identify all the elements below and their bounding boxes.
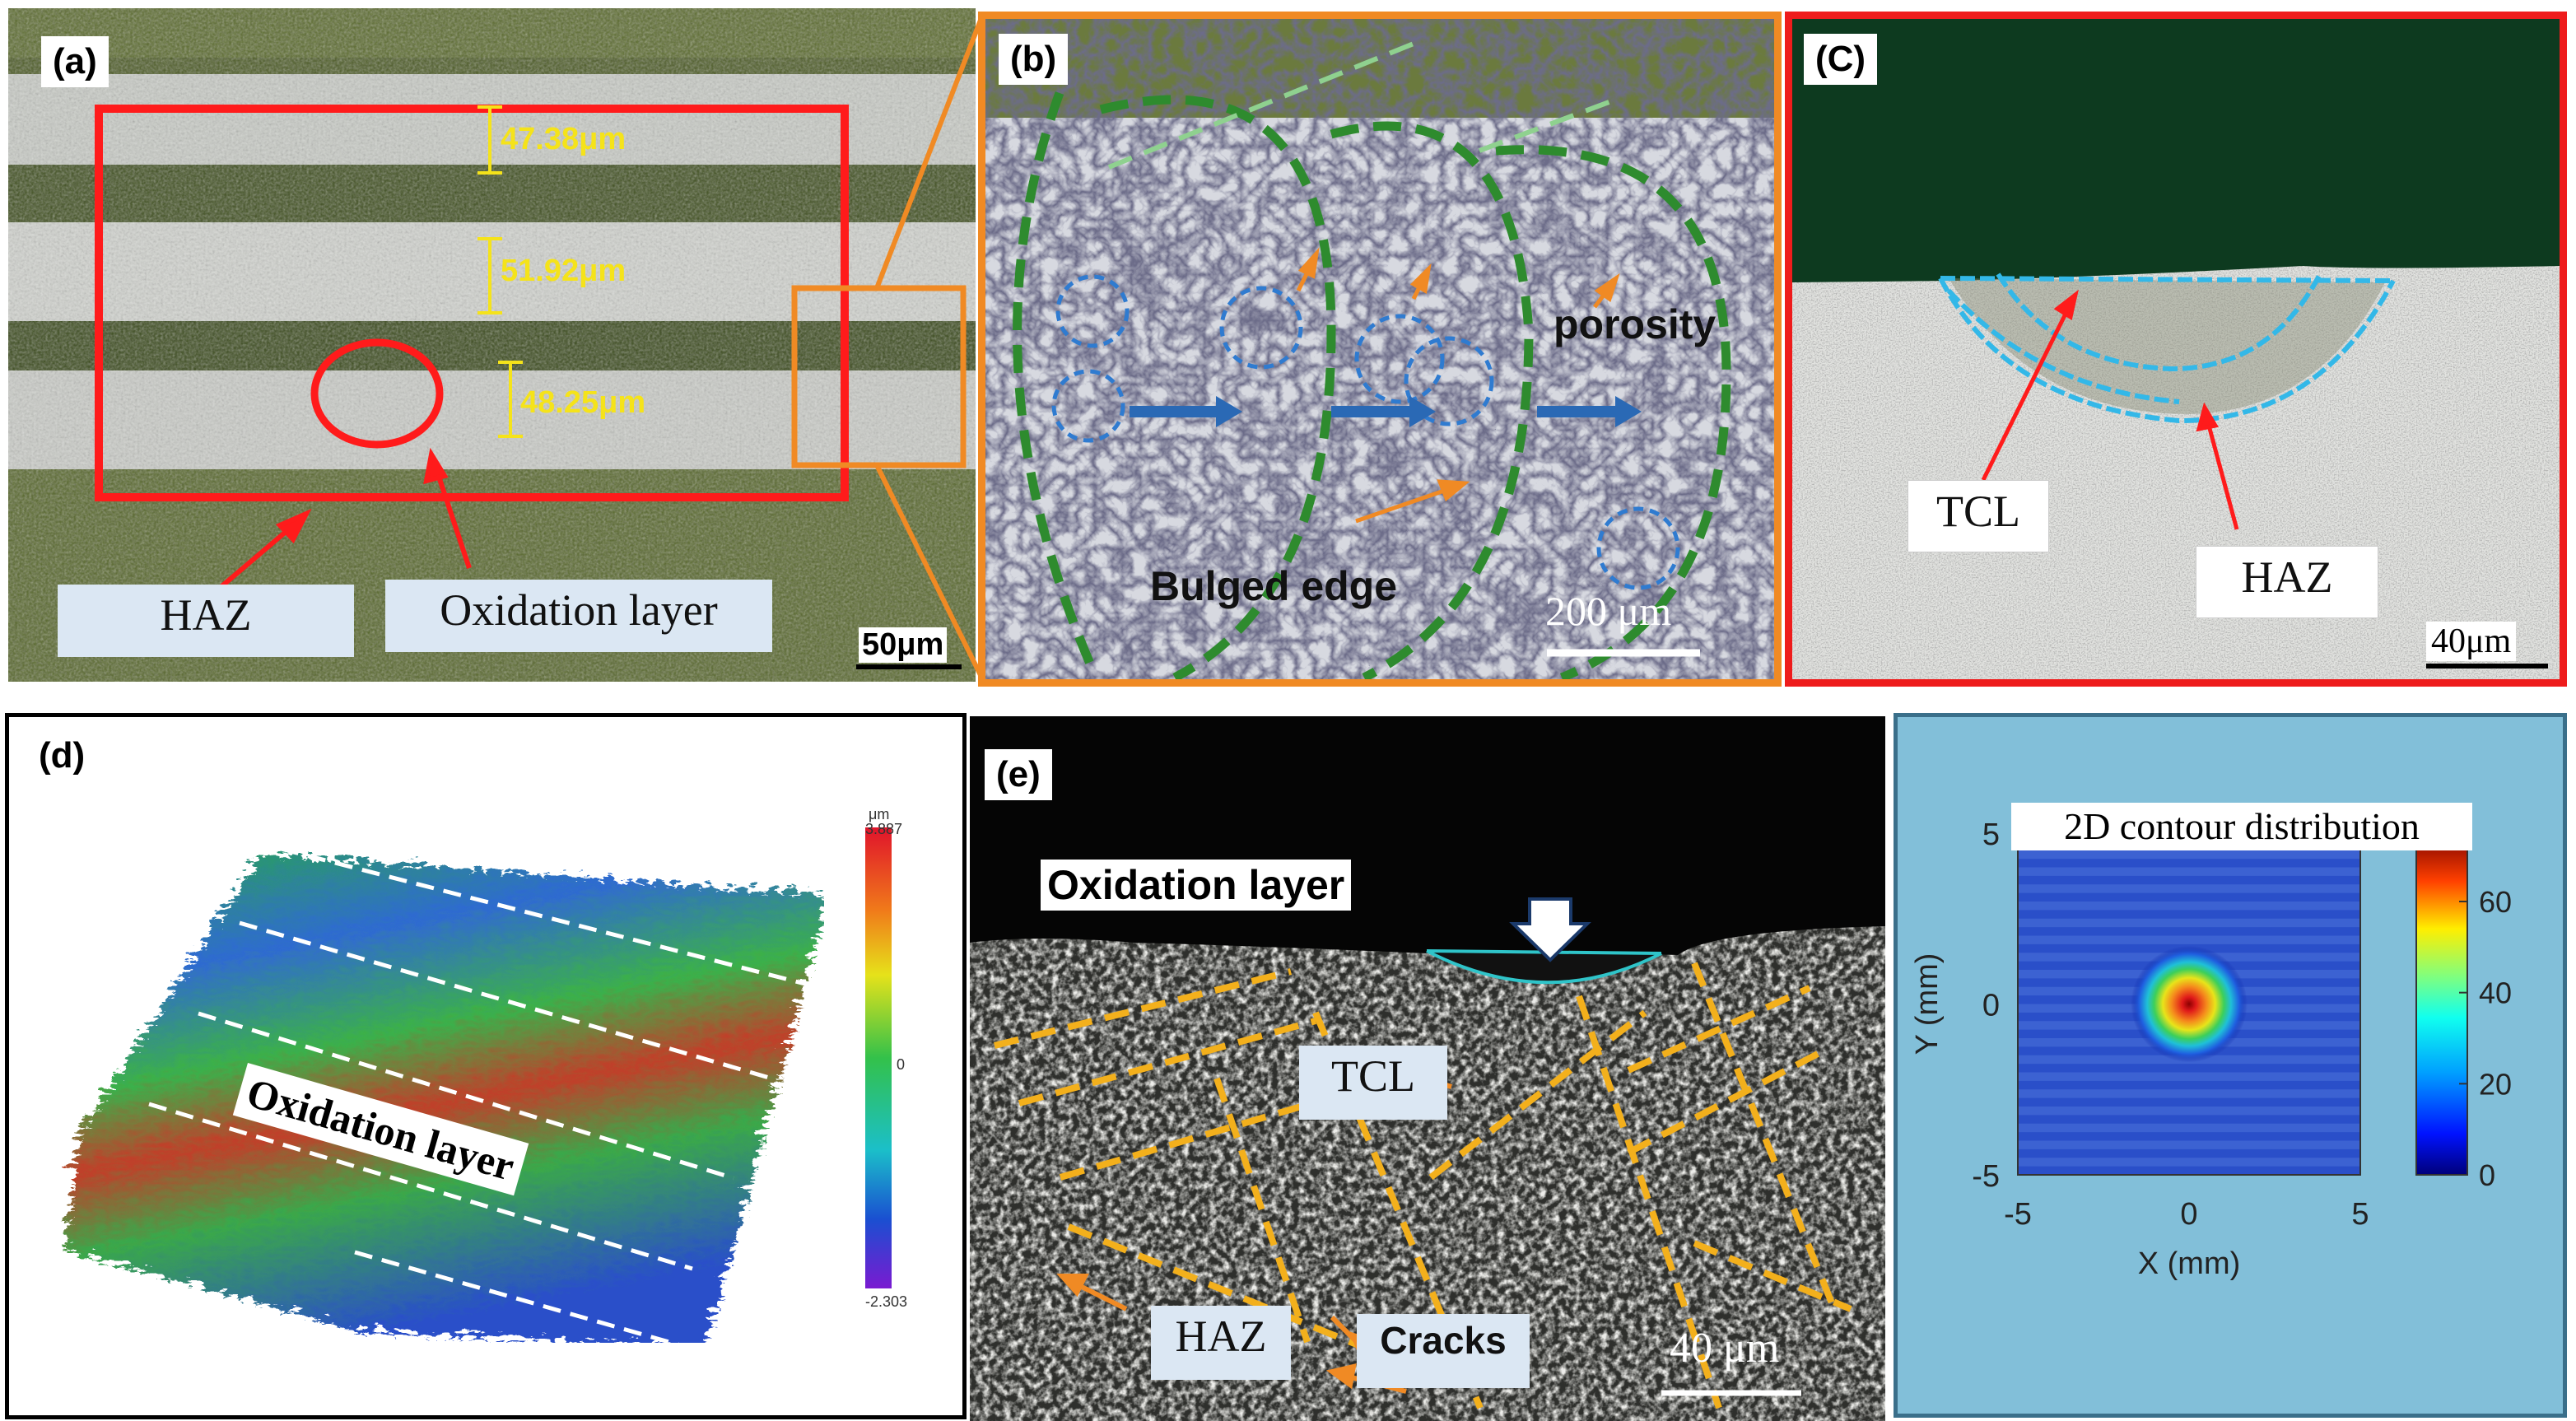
plot-band [2018, 1123, 2360, 1133]
x-tick-label: -5 [2004, 1197, 2032, 1232]
haz-label-a: HAZ [58, 585, 354, 657]
colorbar-d-min: -2.303 [865, 1293, 908, 1310]
cracks-label: Cracks [1357, 1314, 1530, 1388]
contour-chart-panel: 0 20 40 60 -5 0 5 5 0 -5 X (mm) Y (mm) 2D contour … [1894, 713, 2567, 1418]
oxidation-label-a: Oxidation layer [385, 580, 772, 652]
panel-c-tag: (C) [1804, 34, 1878, 85]
panel-e-tag: (e) [985, 749, 1052, 800]
colorbar-tick-label: 20 [2479, 1067, 2512, 1101]
panel-e: (e) Oxidation layer TCL HAZ Cracks 40 μm [970, 716, 1885, 1421]
panel-d-surface-plot [58, 827, 892, 1353]
panel-a: (a) 47.38μm 51.92μm 48.25μm HAZ Oxidatio… [8, 8, 976, 682]
porosity-label: porosity [1554, 301, 1717, 347]
panel-c-micrograph [1792, 19, 2560, 679]
plot-band [2018, 884, 2360, 893]
haz-region-box [95, 105, 849, 501]
contour-peak [2131, 945, 2248, 1063]
panel-c: (C) TCL HAZ 40μm [1785, 12, 2567, 687]
scale-bar-b-label: 200 μm [1545, 588, 1672, 634]
panel-d-tag: (d) [27, 730, 97, 781]
plot-band [2018, 1140, 2360, 1149]
y-tick-label: -5 [1972, 1159, 2000, 1194]
plot-band [2018, 1107, 2360, 1116]
plot-band [2018, 902, 2360, 911]
scale-bar-e-label: 40 μm [1670, 1325, 1780, 1372]
plot-band [2018, 1072, 2360, 1081]
bulged-edge-label: Bulged edge [1150, 563, 1398, 609]
measurement-3: 48.25μm [520, 385, 646, 420]
panel-b: (b) porosity Bulged edge 200 μm [978, 12, 1782, 687]
colorbar-tick-label: 60 [2479, 885, 2512, 919]
haz-label-c: HAZ [2196, 546, 2378, 618]
tcl-label-c: TCL [1908, 480, 2049, 552]
colorbar-tick-label: 40 [2479, 976, 2512, 1010]
y-tick-label: 5 [1982, 818, 2000, 852]
scale-bar-c-label: 40μm [2426, 622, 2517, 661]
colorbar-d-unit: μm [869, 806, 890, 822]
panel-a-tag: (a) [41, 36, 109, 87]
panel-b-micrograph [985, 19, 1774, 679]
oxidation-circle [310, 338, 444, 449]
y-tick-label: 0 [1982, 989, 2000, 1023]
x-axis-label: X (mm) [2138, 1246, 2241, 1281]
contour-chart: 0 20 40 60 -5 0 5 5 0 -5 X (mm) Y (mm) 2D contour … [1898, 717, 2563, 1414]
colorbar-d-max: 3.887 [865, 821, 903, 837]
measurement-1: 47.38μm [501, 122, 627, 156]
chart-title-box [2011, 803, 2472, 850]
down-arrow-icon [1509, 897, 1591, 962]
x-tick-label: 0 [2180, 1197, 2197, 1232]
haz-label-e: HAZ [1151, 1306, 1291, 1380]
panel-b-tag: (b) [999, 34, 1069, 85]
plot-band [2018, 1158, 2360, 1167]
scale-bar-a-label: 50μm [859, 627, 948, 663]
plot-band [2018, 918, 2360, 928]
tcl-label-e: TCL [1299, 1046, 1447, 1120]
y-axis-label: Y (mm) [1910, 953, 1945, 1055]
colorbar-tick-label: 0 [2479, 1158, 2495, 1192]
plot-band [2018, 850, 2360, 860]
plot-band [2018, 1089, 2360, 1098]
plot-band [2018, 935, 2360, 944]
measurement-2: 51.92μm [501, 254, 627, 288]
oxidation-label-e: Oxidation layer [1041, 860, 1352, 911]
chart-title: 2D contour distribution [2064, 805, 2420, 847]
x-tick-label: 5 [2351, 1197, 2369, 1232]
colorbar-d-mid: 0 [897, 1056, 906, 1073]
panel-d: (d) μm 3.887 0 -2.303 Oxidation layer [5, 713, 967, 1419]
colorbar [2415, 832, 2468, 1176]
plot-band [2018, 867, 2360, 876]
